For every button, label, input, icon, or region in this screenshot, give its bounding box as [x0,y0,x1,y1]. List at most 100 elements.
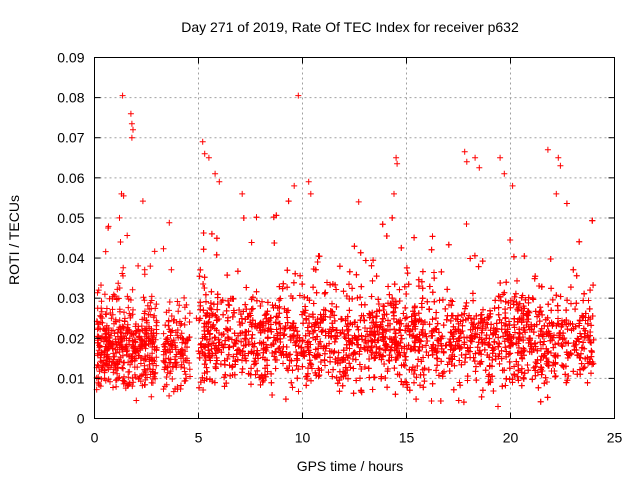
data-point [582,310,589,317]
data-point [302,303,309,310]
data-point [489,350,496,357]
data-point [212,350,219,357]
data-point [254,367,261,374]
data-point [535,384,542,391]
data-point [492,356,499,362]
data-point [377,351,384,358]
data-point [376,324,383,331]
data-point [330,366,337,373]
data-point [346,281,352,288]
data-point [168,266,175,273]
data-point [545,359,552,365]
data-point [532,340,539,346]
data-point [386,335,393,342]
data-point [200,281,207,287]
data-point [446,355,453,362]
data-point [281,325,288,332]
data-point [207,357,214,364]
data-point [398,378,405,385]
data-point [95,287,102,294]
data-point [248,296,255,303]
data-point [175,349,182,355]
data-point [112,377,119,384]
data-point [587,339,594,346]
data-point [133,397,140,404]
data-point [150,360,156,367]
data-point [576,238,583,245]
data-point [303,382,310,389]
data-point [236,319,243,325]
y-tick-label: 0.03 [57,290,84,306]
data-point [385,357,392,364]
data-point [119,364,126,371]
data-point [307,363,314,369]
data-point [415,283,422,290]
data-point [95,362,102,369]
data-point [384,368,391,375]
data-point [208,230,215,237]
data-point [206,305,213,311]
data-point [375,296,382,303]
data-point [391,365,398,372]
data-point [432,346,439,353]
data-point [538,283,545,290]
data-point [289,367,296,374]
data-point [340,288,347,295]
data-point [129,375,136,382]
data-point [488,321,495,328]
data-point [506,318,512,325]
data-point [246,310,253,317]
data-point [295,388,302,395]
data-point [472,330,479,337]
data-point [358,332,365,339]
data-point [222,371,229,378]
data-point [201,352,208,359]
data-point [403,379,410,386]
data-point [555,340,562,347]
data-point [555,154,562,161]
data-point [537,357,544,364]
data-point [404,270,411,277]
data-point [429,332,436,339]
data-point [391,281,398,288]
data-point [263,341,269,348]
data-point [126,368,133,375]
data-point [260,324,267,330]
data-point [479,387,486,394]
data-point [241,335,248,342]
data-point [142,371,149,378]
data-point [588,322,595,329]
data-point [280,360,286,367]
data-point [110,369,117,376]
data-point [141,342,148,349]
data-point [205,341,212,348]
data-point [512,290,519,297]
data-point [146,354,153,361]
data-point [181,294,188,301]
data-point [172,344,179,351]
data-point [370,257,377,264]
data-point [497,280,504,286]
data-point [450,336,457,343]
data-point [380,333,387,340]
data-point [548,307,555,314]
data-point [447,329,454,336]
data-point [124,232,131,239]
data-point [138,323,145,330]
data-point [305,178,312,185]
data-point [120,264,127,271]
data-point [420,321,427,328]
data-point [315,324,322,331]
data-point [292,342,299,349]
data-point [259,298,265,305]
data-point [283,309,290,316]
data-point [280,352,287,359]
data-point [516,300,523,307]
data-point [411,234,418,241]
data-point [197,341,204,348]
data-point [409,333,416,340]
data-point [314,316,321,323]
data-point [458,352,465,358]
data-point [336,368,343,375]
data-point [183,301,190,308]
